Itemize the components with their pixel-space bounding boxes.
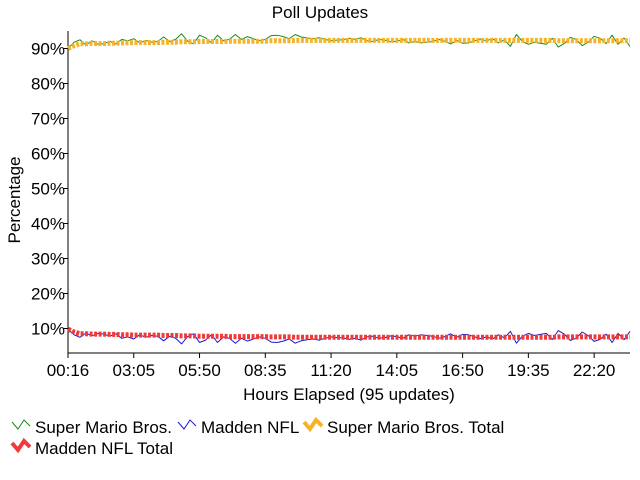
legend-swatch bbox=[302, 416, 324, 433]
series-line-super-mario-bros-total bbox=[66, 37, 630, 51]
legend-item: Madden NFL bbox=[177, 418, 299, 437]
x-tick-label: 03:05 bbox=[112, 361, 155, 380]
x-tick-label: 05:50 bbox=[178, 361, 221, 380]
legend-item: Super Mario Bros. Total bbox=[302, 416, 504, 437]
y-tick-label: 30% bbox=[31, 250, 65, 269]
legend-label: Madden NFL bbox=[201, 418, 299, 437]
x-axis-label: Hours Elapsed (95 updates) bbox=[243, 385, 455, 404]
x-tick-label: 19:35 bbox=[507, 361, 550, 380]
y-tick-label: 90% bbox=[31, 40, 65, 59]
series-line-madden-nfl-total bbox=[66, 326, 630, 340]
legend-label: Madden NFL Total bbox=[35, 439, 173, 458]
x-tick-label: 16:50 bbox=[441, 361, 484, 380]
legend-swatch bbox=[177, 419, 197, 430]
chart-legend: Super Mario Bros. Madden NFL Super Mario B… bbox=[10, 416, 504, 458]
x-tick-label: 08:35 bbox=[244, 361, 287, 380]
legend-item: Madden NFL Total bbox=[10, 437, 173, 458]
x-tick-label: 00:16 bbox=[47, 361, 90, 380]
chart-title: Poll Updates bbox=[272, 3, 368, 22]
legend-label: Super Mario Bros. Total bbox=[327, 418, 504, 437]
y-tick-label: 40% bbox=[31, 215, 65, 234]
y-tick-label: 10% bbox=[31, 320, 65, 339]
y-tick-label: 80% bbox=[31, 75, 65, 94]
legend-swatch bbox=[10, 437, 32, 454]
x-tick-label: 11:20 bbox=[310, 361, 351, 380]
y-tick-label: 20% bbox=[31, 285, 65, 304]
y-tick-label: 70% bbox=[31, 110, 65, 129]
legend-swatch bbox=[11, 419, 31, 430]
y-axis-label: Percentage bbox=[5, 157, 24, 244]
x-tick-label: 14:05 bbox=[376, 361, 419, 380]
legend-label: Super Mario Bros. bbox=[35, 418, 172, 437]
x-tick-label: 22:20 bbox=[573, 361, 616, 380]
legend-item: Super Mario Bros. bbox=[11, 418, 172, 437]
y-tick-label: 60% bbox=[31, 145, 65, 164]
y-tick-label: 50% bbox=[31, 180, 65, 199]
